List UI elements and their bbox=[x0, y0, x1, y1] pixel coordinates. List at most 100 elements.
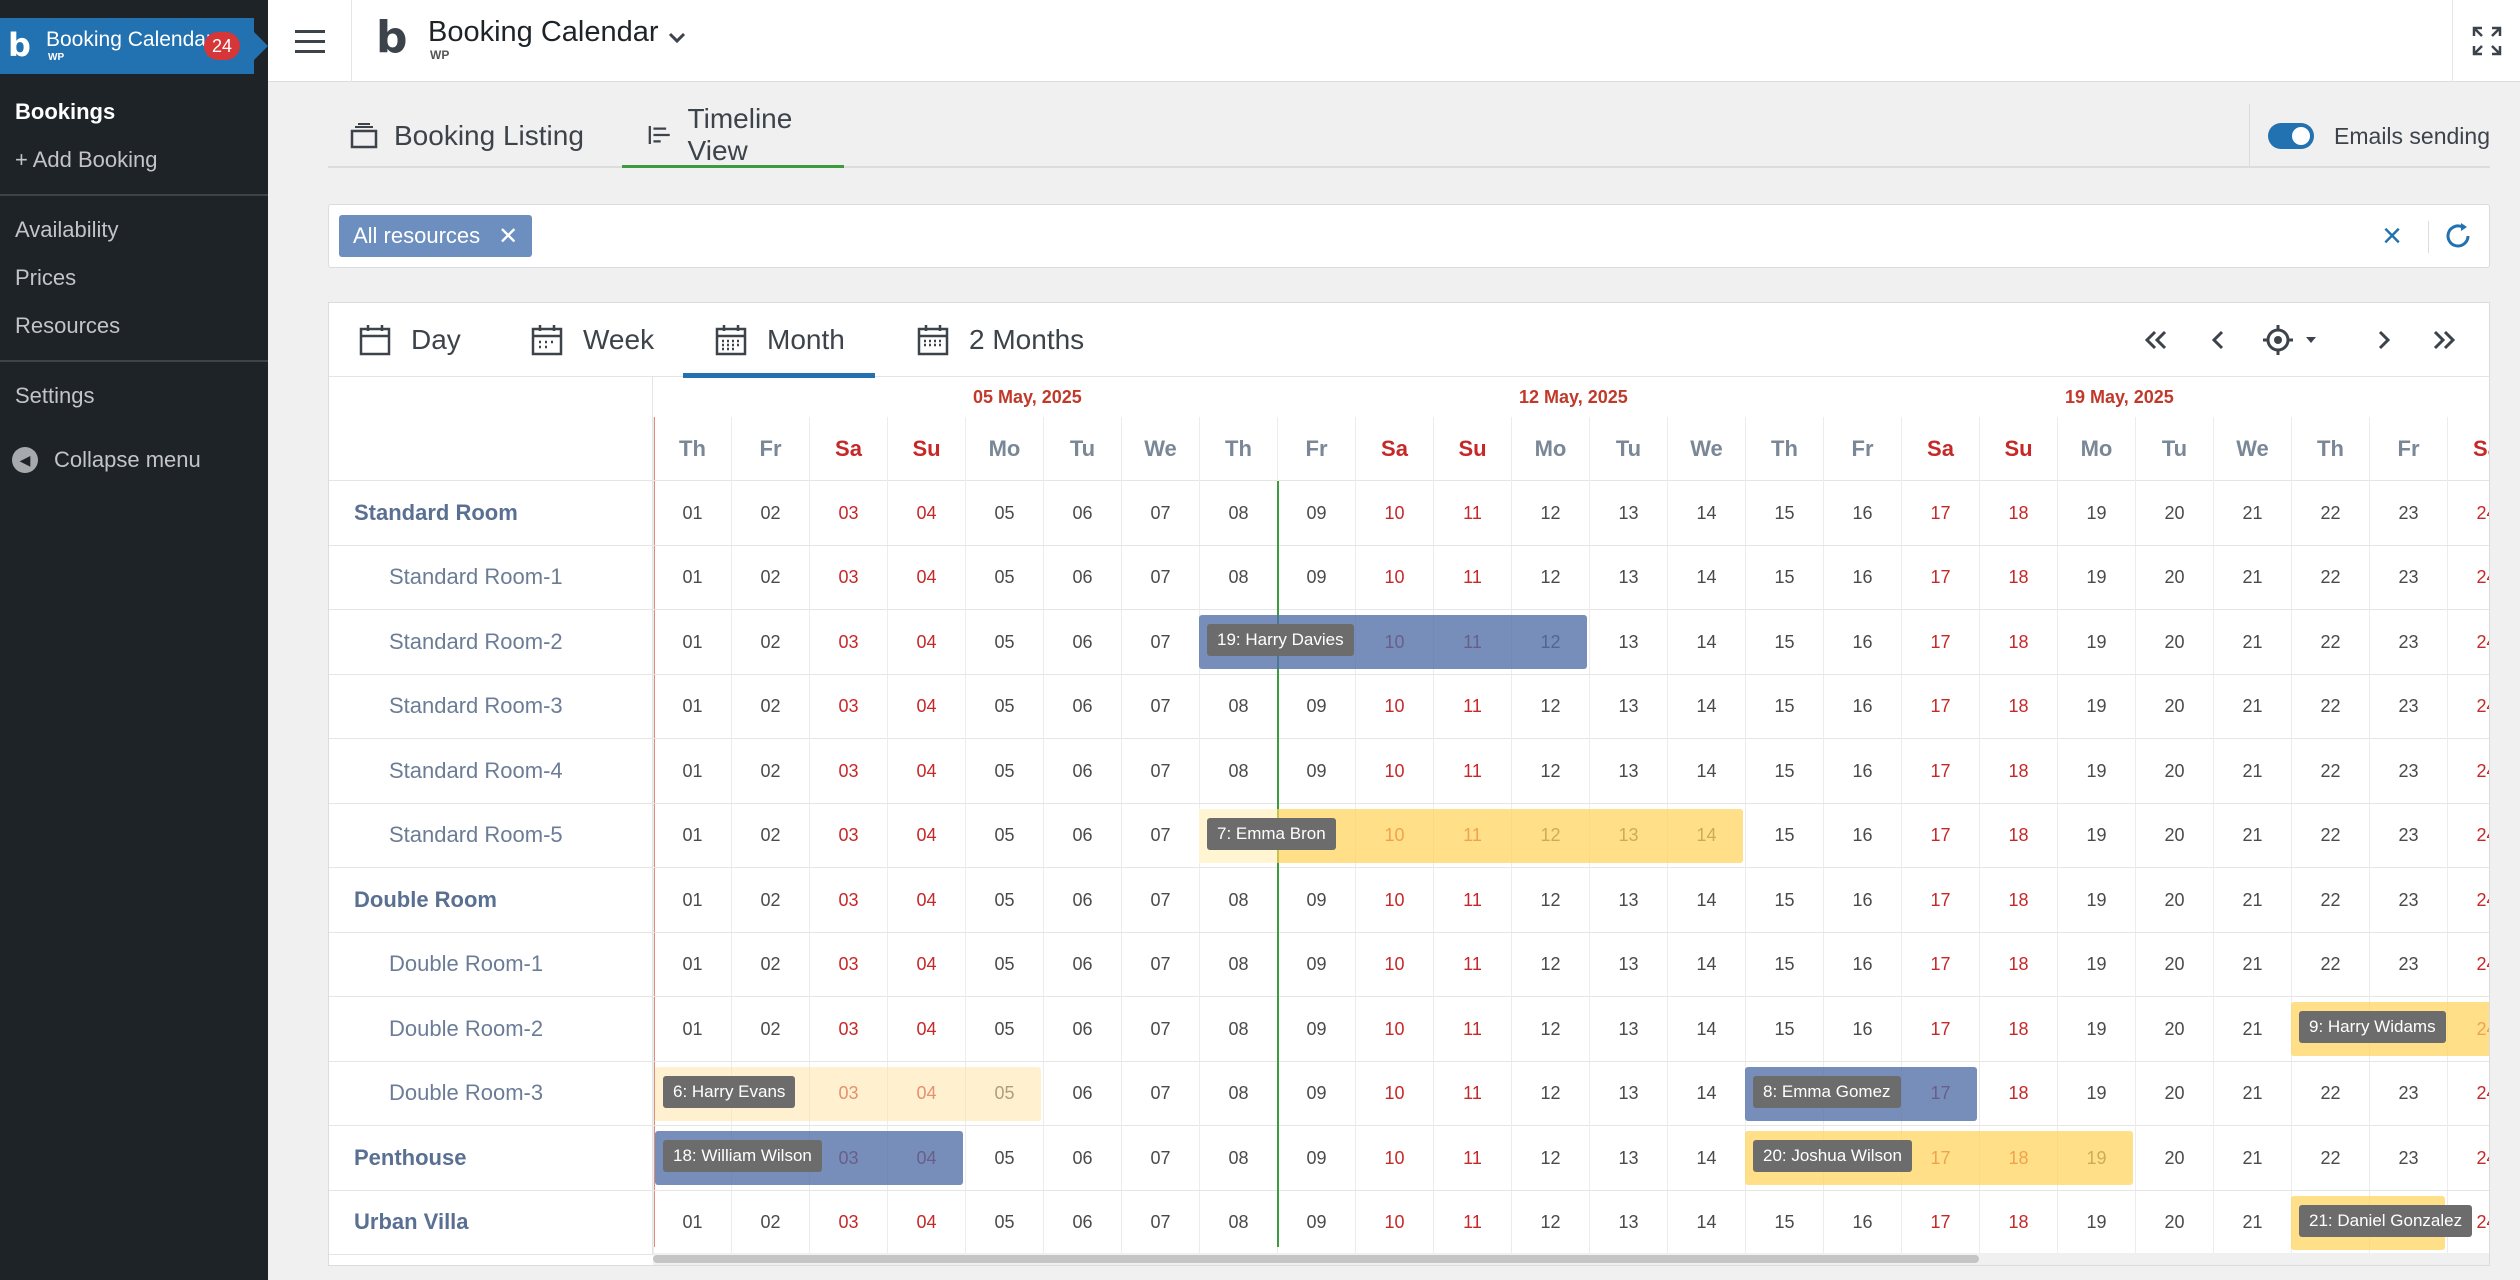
day-cell[interactable]: 10 bbox=[1355, 481, 1433, 545]
resource-row-label[interactable]: Penthouse bbox=[329, 1126, 652, 1191]
day-cell[interactable]: 06 bbox=[1043, 1190, 1121, 1255]
day-cell[interactable]: 22 bbox=[2291, 803, 2369, 868]
emails-sending-toggle[interactable] bbox=[2268, 123, 2315, 149]
day-cell[interactable]: 11 bbox=[1433, 739, 1511, 803]
day-cell[interactable]: 05 bbox=[965, 803, 1043, 868]
refresh-icon[interactable] bbox=[2443, 221, 2473, 251]
day-cell[interactable]: 24 bbox=[2447, 1061, 2489, 1126]
day-cell[interactable]: 07 bbox=[1121, 739, 1199, 803]
booking-label[interactable]: 9: Harry Widams bbox=[2299, 1011, 2446, 1043]
day-cell[interactable]: 17 bbox=[1901, 610, 1979, 674]
day-cell[interactable]: 09 bbox=[1277, 1190, 1355, 1255]
day-cell[interactable]: 14 bbox=[1667, 545, 1745, 610]
day-cell[interactable]: 15 bbox=[1745, 739, 1823, 803]
day-cell[interactable]: 22 bbox=[2291, 481, 2369, 545]
day-cell[interactable]: 10 bbox=[1355, 674, 1433, 739]
day-cell[interactable]: 09 bbox=[1277, 674, 1355, 739]
day-cell[interactable]: 21 bbox=[2213, 610, 2291, 674]
day-cell[interactable]: 20 bbox=[2135, 868, 2213, 932]
day-cell[interactable]: 05 bbox=[965, 610, 1043, 674]
day-cell[interactable]: 18 bbox=[1979, 610, 2057, 674]
day-cell[interactable]: 22 bbox=[2291, 1126, 2369, 1190]
day-cell[interactable]: 10 bbox=[1355, 932, 1433, 997]
day-cell[interactable]: 22 bbox=[2291, 868, 2369, 932]
day-cell[interactable]: 04 bbox=[887, 997, 965, 1061]
sidebar-item-availability[interactable]: Availability bbox=[15, 217, 119, 242]
chevron-down-icon[interactable] bbox=[666, 26, 688, 48]
booking-bar[interactable]: 9: Harry Widams bbox=[2291, 1002, 2489, 1056]
day-cell[interactable]: 15 bbox=[1745, 932, 1823, 997]
day-cell[interactable]: 08 bbox=[1199, 1190, 1277, 1255]
day-cell[interactable]: 21 bbox=[2213, 803, 2291, 868]
day-cell[interactable]: 24 bbox=[2447, 545, 2489, 610]
day-cell[interactable]: 12 bbox=[1511, 1190, 1589, 1255]
day-cell[interactable]: 11 bbox=[1433, 1190, 1511, 1255]
day-cell[interactable]: 07 bbox=[1121, 1061, 1199, 1126]
day-cell[interactable]: 21 bbox=[2213, 932, 2291, 997]
day-cell[interactable]: 06 bbox=[1043, 1061, 1121, 1126]
day-cell[interactable]: 03 bbox=[809, 803, 887, 868]
resource-filter-bar[interactable]: All resources ✕ × bbox=[328, 204, 2490, 268]
day-cell[interactable]: 02 bbox=[731, 610, 809, 674]
tab-2-months-view[interactable]: 2 Months bbox=[917, 303, 1084, 377]
day-cell[interactable]: 03 bbox=[809, 674, 887, 739]
sidebar-item-settings[interactable]: Settings bbox=[15, 383, 95, 408]
day-cell[interactable]: 19 bbox=[2057, 739, 2135, 803]
day-cell[interactable]: 01 bbox=[653, 481, 731, 545]
day-cell[interactable]: 10 bbox=[1355, 545, 1433, 610]
day-cell[interactable]: 11 bbox=[1433, 1061, 1511, 1126]
day-cell[interactable]: 16 bbox=[1823, 481, 1901, 545]
day-cell[interactable]: 15 bbox=[1745, 674, 1823, 739]
day-cell[interactable]: 11 bbox=[1433, 481, 1511, 545]
day-cell[interactable]: 17 bbox=[1901, 739, 1979, 803]
day-cell[interactable]: 16 bbox=[1823, 610, 1901, 674]
day-cell[interactable]: 09 bbox=[1277, 481, 1355, 545]
day-cell[interactable]: 13 bbox=[1589, 1126, 1667, 1190]
day-cell[interactable]: 06 bbox=[1043, 610, 1121, 674]
day-cell[interactable]: 04 bbox=[887, 481, 965, 545]
day-cell[interactable]: 02 bbox=[731, 739, 809, 803]
day-cell[interactable]: 20 bbox=[2135, 610, 2213, 674]
day-cell[interactable]: 22 bbox=[2291, 610, 2369, 674]
day-cell[interactable]: 07 bbox=[1121, 932, 1199, 997]
sidebar-item-prices[interactable]: Prices bbox=[15, 265, 77, 290]
day-cell[interactable]: 14 bbox=[1667, 610, 1745, 674]
next-period-fast-button[interactable] bbox=[2427, 323, 2461, 357]
day-cell[interactable]: 23 bbox=[2369, 674, 2447, 739]
day-cell[interactable]: 18 bbox=[1979, 932, 2057, 997]
day-cell[interactable]: 24 bbox=[2447, 1126, 2489, 1190]
day-cell[interactable]: 01 bbox=[653, 739, 731, 803]
day-cell[interactable]: 12 bbox=[1511, 932, 1589, 997]
horizontal-scrollbar[interactable] bbox=[653, 1253, 2489, 1265]
day-cell[interactable]: 05 bbox=[965, 932, 1043, 997]
day-cell[interactable]: 02 bbox=[731, 932, 809, 997]
day-cell[interactable]: 12 bbox=[1511, 868, 1589, 932]
day-cell[interactable]: 14 bbox=[1667, 481, 1745, 545]
previous-period-button[interactable] bbox=[2201, 323, 2235, 357]
day-cell[interactable]: 04 bbox=[887, 932, 965, 997]
resource-row-label[interactable]: Double Room bbox=[329, 868, 652, 933]
day-cell[interactable]: 11 bbox=[1433, 1126, 1511, 1190]
today-button[interactable] bbox=[2261, 323, 2295, 357]
day-cell[interactable]: 20 bbox=[2135, 1061, 2213, 1126]
day-cell[interactable]: 06 bbox=[1043, 868, 1121, 932]
resource-row-label[interactable]: Standard Room bbox=[329, 481, 652, 546]
day-cell[interactable]: 02 bbox=[731, 1190, 809, 1255]
day-cell[interactable]: 01 bbox=[653, 545, 731, 610]
day-cell[interactable]: 23 bbox=[2369, 803, 2447, 868]
day-cell[interactable]: 12 bbox=[1511, 674, 1589, 739]
tab-timeline-view[interactable]: Timeline View bbox=[622, 103, 844, 168]
day-cell[interactable]: 11 bbox=[1433, 545, 1511, 610]
day-cell[interactable]: 18 bbox=[1979, 545, 2057, 610]
day-cell[interactable]: 06 bbox=[1043, 1126, 1121, 1190]
day-cell[interactable]: 03 bbox=[809, 997, 887, 1061]
day-cell[interactable]: 16 bbox=[1823, 739, 1901, 803]
day-cell[interactable]: 03 bbox=[809, 545, 887, 610]
day-cell[interactable]: 15 bbox=[1745, 868, 1823, 932]
day-cell[interactable]: 08 bbox=[1199, 545, 1277, 610]
day-cell[interactable]: 09 bbox=[1277, 1061, 1355, 1126]
day-cell[interactable]: 08 bbox=[1199, 674, 1277, 739]
day-cell[interactable]: 24 bbox=[2447, 932, 2489, 997]
booking-bar[interactable]: 8: Emma Gomez bbox=[1745, 1066, 1977, 1121]
day-cell[interactable]: 21 bbox=[2213, 1190, 2291, 1255]
